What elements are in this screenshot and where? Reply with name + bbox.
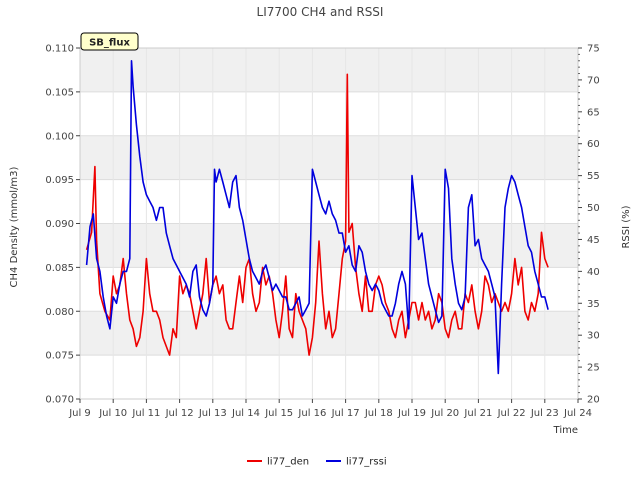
x-tick-label: Jul 22 <box>497 408 526 419</box>
y-tick-label: 0.070 <box>45 395 74 406</box>
legend: li77_den li77_rssi <box>247 457 387 468</box>
x-tick-label: Jul 10 <box>98 408 127 419</box>
y2-tick-label: 65 <box>587 107 600 118</box>
y-axis-title: CH4 Density (mmol/m3) <box>9 166 20 287</box>
y-tick-label: 0.085 <box>45 263 74 274</box>
x-tick-label: Jul 20 <box>430 408 459 419</box>
y2-tick-label: 70 <box>587 75 600 86</box>
x-tick-label: Jul 11 <box>131 408 160 419</box>
y-tick-label: 0.075 <box>45 351 74 362</box>
site-badge-label: SB_flux <box>89 38 130 49</box>
y2-tick-label: 20 <box>587 395 600 406</box>
x-axis-title: Time <box>553 425 578 436</box>
y-axis-right: 20 25 30 35 40 45 50 55 60 65 70 75 <box>578 44 600 406</box>
series-layer <box>85 59 549 375</box>
x-tick-label: Jul 23 <box>530 408 559 419</box>
y2-tick-label: 35 <box>587 299 600 310</box>
legend-label-li77-rssi: li77_rssi <box>346 457 387 468</box>
x-tick-label: Jul 17 <box>331 408 360 419</box>
plot-band <box>80 135 578 180</box>
x-tick-label: Jul 16 <box>297 408 326 419</box>
y-tick-label: 0.095 <box>45 175 74 186</box>
x-tick-label: Jul 19 <box>397 408 426 419</box>
chart-title: LI7700 CH4 and RSSI <box>257 5 384 19</box>
y2-tick-label: 55 <box>587 171 600 182</box>
plot-bands <box>80 48 578 356</box>
y-axis-left: 0.070 0.075 0.080 0.085 0.090 0.095 0.100 0.105… <box>45 44 80 406</box>
y2-tick-label: 25 <box>587 363 600 374</box>
y2-tick-label: 75 <box>587 44 600 55</box>
y2-tick-label: 60 <box>587 139 600 150</box>
x-tick-label: Jul 9 <box>68 408 91 419</box>
x-tick-label: Jul 12 <box>165 408 194 419</box>
x-tick-label: Jul 18 <box>364 408 393 419</box>
x-axis: Jul 9 Jul 10 Jul 11 Jul 12 Jul 13 Jul 14 Jul 1… <box>68 399 592 419</box>
x-tick-label: Jul 21 <box>463 408 492 419</box>
y2-tick-label: 50 <box>587 203 600 214</box>
y-tick-label: 0.110 <box>45 44 74 55</box>
y2-axis-title: RSSI (%) <box>621 205 632 248</box>
y-tick-label: 0.080 <box>45 307 74 318</box>
x-tick-label: Jul 15 <box>264 408 293 419</box>
plot-band <box>80 48 578 92</box>
y2-tick-label: 30 <box>587 331 600 342</box>
y2-tick-label: 40 <box>587 267 600 278</box>
series-line-li77-den <box>85 73 549 356</box>
series-line-li77-rssi <box>85 59 549 375</box>
plot-band <box>80 311 578 356</box>
site-badge: SB_flux <box>80 32 139 51</box>
x-tick-label: Jul 13 <box>198 408 227 419</box>
y-tick-label: 0.090 <box>45 219 74 230</box>
plot-band <box>80 223 578 268</box>
site-badge-box <box>80 32 139 51</box>
y-tick-label: 0.100 <box>45 131 74 142</box>
y2-tick-label: 45 <box>587 235 600 246</box>
x-tick-label: Jul 24 <box>563 408 592 419</box>
x-tick-label: Jul 14 <box>231 408 260 419</box>
legend-label-li77-den: li77_den <box>267 457 309 468</box>
y-tick-label: 0.105 <box>45 87 74 98</box>
